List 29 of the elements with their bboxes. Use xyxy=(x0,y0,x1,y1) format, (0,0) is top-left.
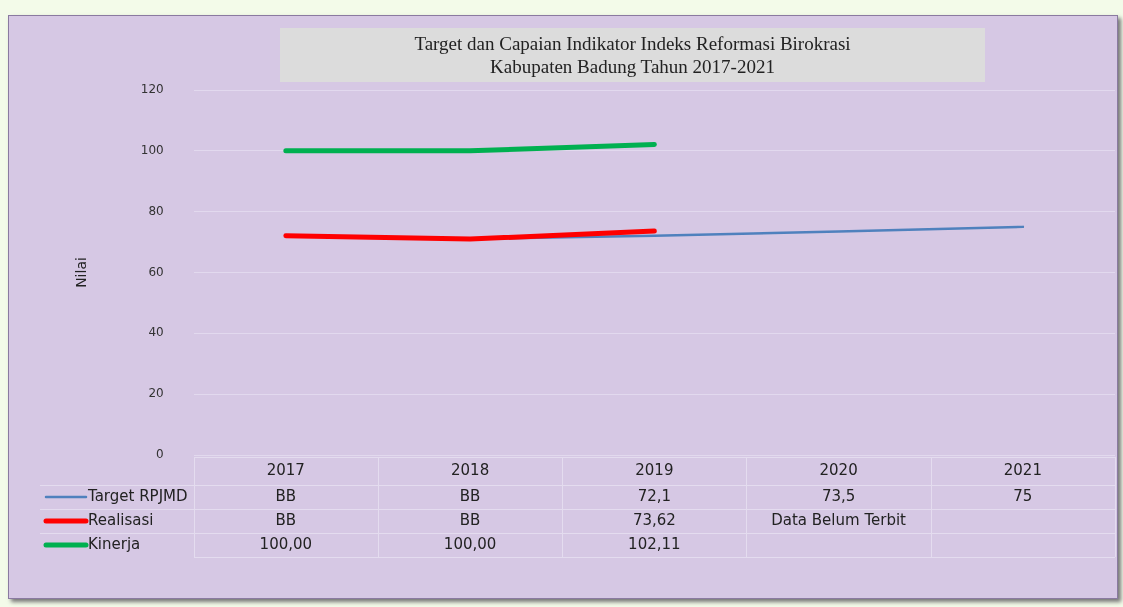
y-tick-label: 60 xyxy=(148,264,164,279)
x-tick-label: 2020 xyxy=(819,460,858,479)
text: BB xyxy=(275,486,297,505)
legend-label: Target RPJMD xyxy=(87,486,188,505)
data-label: 73,5 xyxy=(821,486,856,505)
legend-label: Kinerja xyxy=(88,534,141,553)
data-label: BB xyxy=(275,510,297,529)
x-tick-label: 2019 xyxy=(635,460,674,479)
data-label: BB xyxy=(459,486,481,505)
data-label: 75 xyxy=(1013,486,1033,505)
y-tick-label: 20 xyxy=(148,386,164,401)
data-label: 73,62 xyxy=(632,510,676,529)
y-axis-title: Nilai xyxy=(73,257,90,288)
y-tick-label: 120 xyxy=(140,82,164,97)
data-label: 72,1 xyxy=(637,486,672,505)
x-tick-label: 2017 xyxy=(266,460,305,479)
y-tick-label: 100 xyxy=(140,142,164,157)
data-label: 100,00 xyxy=(443,534,497,553)
chart-title: Target dan Capaian Indikator Indeks Reformasi Birokrasi Kabupaten Badung Tahun 2017-2021 xyxy=(280,28,985,82)
x-tick-label: 2018 xyxy=(451,460,490,479)
legend-label: Realisasi xyxy=(88,510,154,529)
y-tick-label: 0 xyxy=(156,447,164,462)
y-tick-label: 80 xyxy=(148,203,164,218)
data-label: 100,00 xyxy=(259,534,313,553)
x-tick-label: 2021 xyxy=(1003,460,1042,479)
text: Data Belum Terbit xyxy=(771,510,906,529)
y-tick-label: 40 xyxy=(148,325,164,340)
data-label: 102,11 xyxy=(628,534,681,553)
data-label: BB xyxy=(459,510,481,529)
